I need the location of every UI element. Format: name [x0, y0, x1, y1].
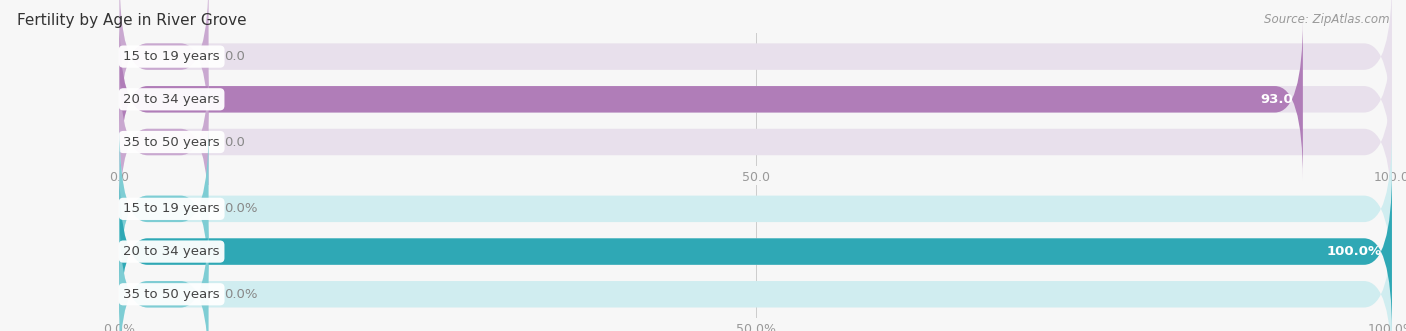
FancyBboxPatch shape [120, 19, 1303, 180]
Text: 100.0%: 100.0% [1327, 245, 1382, 258]
Text: 20 to 34 years: 20 to 34 years [124, 245, 219, 258]
Text: 0.0%: 0.0% [224, 288, 257, 301]
Text: 15 to 19 years: 15 to 19 years [124, 202, 219, 215]
Text: 0.0: 0.0 [224, 135, 245, 149]
FancyBboxPatch shape [120, 171, 1392, 331]
Text: 0.0: 0.0 [224, 50, 245, 63]
Text: Fertility by Age in River Grove: Fertility by Age in River Grove [17, 13, 246, 28]
FancyBboxPatch shape [120, 61, 1392, 223]
Text: 35 to 50 years: 35 to 50 years [124, 288, 219, 301]
FancyBboxPatch shape [120, 128, 208, 290]
FancyBboxPatch shape [120, 213, 208, 331]
Text: 20 to 34 years: 20 to 34 years [124, 93, 219, 106]
FancyBboxPatch shape [120, 0, 208, 137]
Text: 15 to 19 years: 15 to 19 years [124, 50, 219, 63]
FancyBboxPatch shape [120, 19, 1392, 180]
FancyBboxPatch shape [120, 128, 1392, 290]
FancyBboxPatch shape [120, 0, 1392, 137]
Text: Source: ZipAtlas.com: Source: ZipAtlas.com [1264, 13, 1389, 26]
FancyBboxPatch shape [120, 61, 208, 223]
Text: 0.0%: 0.0% [224, 202, 257, 215]
FancyBboxPatch shape [120, 171, 1392, 331]
Text: 93.0: 93.0 [1260, 93, 1292, 106]
Text: 35 to 50 years: 35 to 50 years [124, 135, 219, 149]
FancyBboxPatch shape [120, 213, 1392, 331]
